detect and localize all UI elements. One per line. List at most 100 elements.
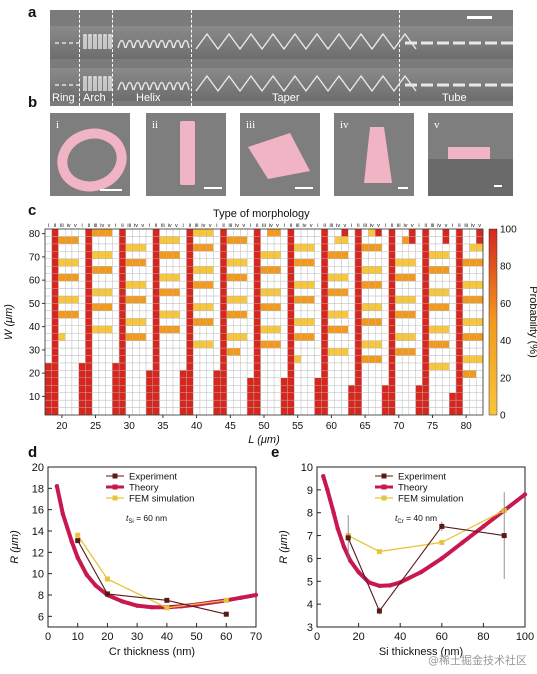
heatmap-cell (462, 303, 470, 312)
heatmap-cell (321, 280, 329, 289)
heatmap-cell (361, 399, 369, 408)
heatmap-cell (334, 251, 342, 259)
heatmap-cell (172, 288, 180, 297)
heatmap-cell (348, 347, 356, 356)
heatmap-cell (213, 399, 221, 408)
heatmap-cell (361, 236, 369, 245)
x-tick-label: 60 (436, 631, 448, 643)
heatmap-title: Type of morphology (213, 208, 310, 220)
heatmap-cell (105, 347, 113, 356)
heatmap-cell (415, 325, 423, 334)
heatmap-cell (44, 288, 52, 297)
heatmap-cell (428, 251, 437, 259)
heatmap-cell (226, 273, 234, 282)
heatmap-cell (374, 236, 383, 245)
heatmap-cell (280, 340, 288, 349)
heatmap-cell (240, 340, 248, 349)
heatmap-cell (179, 347, 187, 356)
heatmap-cell (287, 266, 295, 274)
heatmap-cell (280, 362, 288, 371)
heatmap-cell (273, 258, 282, 267)
heatmap-cell (112, 288, 120, 297)
heatmap-cell (273, 303, 282, 312)
heatmap-cell (44, 228, 52, 237)
heatmap-cell (354, 385, 362, 393)
heatmap-cell (388, 303, 396, 312)
heatmap-cell (44, 332, 52, 341)
heatmap-cell (65, 347, 73, 356)
heatmap-cell (193, 228, 201, 237)
heatmap-cell (361, 266, 369, 274)
heatmap-cell (58, 385, 66, 393)
sub-column-label: iii (94, 223, 98, 229)
heatmap-cell (469, 362, 477, 371)
heatmap-cell (273, 318, 282, 326)
heatmap-cell (199, 273, 207, 282)
heatmap-cell (226, 407, 234, 416)
heatmap-cell (105, 310, 113, 319)
heatmap-cell (374, 288, 383, 297)
sub-column-label: v (141, 223, 144, 229)
heatmap-cell (240, 258, 248, 267)
heatmap-cell (307, 340, 315, 349)
sub-column-label: i (183, 223, 184, 229)
heatmap-cell (139, 280, 147, 289)
heatmap-cell (422, 370, 430, 379)
heatmap-cell (476, 377, 484, 386)
heatmap-cell (455, 407, 463, 416)
heatmap-cell (193, 288, 201, 297)
heatmap-cell (348, 392, 356, 401)
heatmap-cell (442, 370, 450, 379)
sub-column-label: ii (323, 223, 325, 229)
heatmap-cell (199, 266, 207, 274)
heatmap-cell (341, 280, 349, 289)
heatmap-cell (219, 362, 228, 371)
heatmap-cell (374, 355, 383, 364)
heatmap-cell (469, 355, 477, 364)
heatmap-cell (199, 251, 207, 259)
heatmap-cell (166, 288, 174, 297)
heatmap-cell (287, 243, 295, 252)
heatmap-cell (401, 385, 410, 393)
heatmap-cell (408, 407, 416, 416)
heatmap-cell (199, 303, 207, 312)
heatmap-cell (422, 266, 430, 274)
heatmap-cell (267, 288, 275, 297)
x-tick-label: 45 (225, 421, 237, 432)
heatmap-cell (361, 310, 369, 319)
heatmap-cell (267, 280, 275, 289)
plot-frame (47, 466, 257, 628)
heatmap-cell (91, 266, 100, 274)
fem-point (164, 605, 170, 611)
heatmap-cell (422, 273, 430, 282)
x-tick-label: 0 (45, 631, 51, 643)
heatmap-cell (374, 340, 383, 349)
heatmap-cell (246, 251, 255, 259)
heatmap-cell (449, 377, 457, 386)
heatmap-cell (159, 318, 167, 326)
heatmap-cell (65, 392, 73, 401)
heatmap-cell (199, 347, 207, 356)
y-tick-label: 80 (29, 229, 41, 240)
heatmap-cell (112, 377, 120, 386)
heatmap-cell (172, 251, 180, 259)
theory-point (481, 524, 486, 529)
heatmap-cell (233, 310, 241, 319)
heatmap-cell (206, 332, 214, 341)
heatmap-cell (368, 347, 376, 356)
heatmap-cell (287, 303, 295, 312)
heatmap-cell (219, 273, 228, 282)
heatmap-cell (381, 340, 389, 349)
heatmap-cell (428, 355, 437, 364)
heatmap-cell (388, 228, 396, 237)
heatmap-cell (233, 236, 241, 245)
heatmap-cell (179, 251, 187, 259)
heatmap-cell (415, 288, 423, 297)
heatmap-cell (105, 399, 113, 408)
heatmap-cell (51, 399, 59, 408)
heatmap-cell (85, 355, 93, 364)
heatmap-cell (260, 266, 268, 274)
heatmap-cell (44, 266, 52, 274)
heatmap-cell (186, 325, 194, 334)
heatmap-cell (415, 243, 423, 252)
